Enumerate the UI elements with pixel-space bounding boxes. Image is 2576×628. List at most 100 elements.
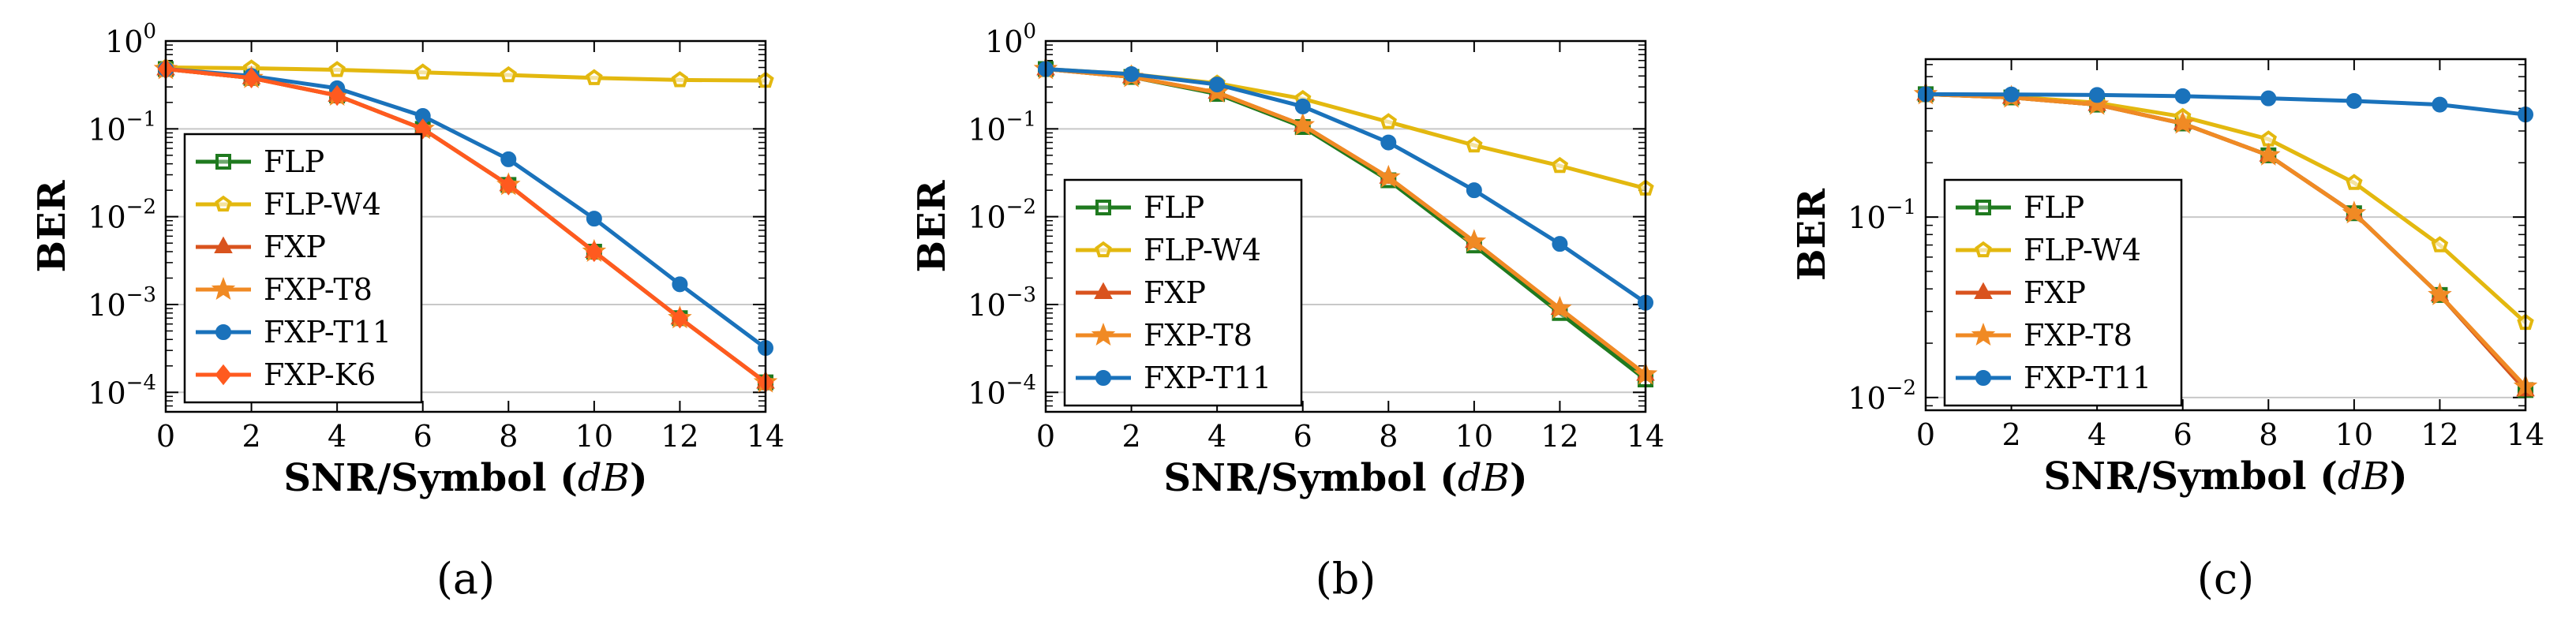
x-axis-title: SNR/Symbol (dB) <box>1163 456 1527 500</box>
x-tick-label: 6 <box>2174 417 2192 452</box>
legend-marker-fxp-t11 <box>1975 370 1991 386</box>
x-tick-label: 2 <box>242 419 260 454</box>
x-tick-label: 4 <box>1208 419 1226 454</box>
x-tick-label: 12 <box>1541 419 1578 454</box>
data-point-fxp-t11 <box>2003 86 2020 103</box>
x-tick-label: 8 <box>2259 417 2278 452</box>
panel-c: 10−1 10−20 2 4 6 8 10 12 14 FLP FLP-W4 FXP FXP-T8 FXP… <box>1790 58 2544 604</box>
data-point-flp-w4 <box>414 63 432 80</box>
legend-marker-fxp <box>1974 282 1993 299</box>
plot-frame <box>1924 58 2527 412</box>
x-axis-title: SNR/Symbol (dB) <box>2043 454 2407 499</box>
legend-entry-fxp: FXP <box>264 230 326 264</box>
legend-box <box>183 133 423 404</box>
y-tick-label: 10−2 <box>968 196 1036 235</box>
legend-entry-flp: FLP <box>264 144 324 179</box>
legend-marker-flp <box>215 154 231 170</box>
legend-marker-fxp <box>1094 282 1113 299</box>
x-tick-label: 6 <box>1294 419 1312 454</box>
data-point-flp-w4 <box>500 65 518 83</box>
data-point-flp-w4 <box>1551 156 1569 174</box>
legend-entry-fxp: FXP <box>1144 275 1206 310</box>
data-point-fxp-t8 <box>2428 282 2452 305</box>
data-point-fxp-t11 <box>2260 90 2277 107</box>
data-point-fxp-t11 <box>2089 87 2106 103</box>
data-point-fxp-t11 <box>1123 65 1140 82</box>
data-point-fxp-t11 <box>2346 92 2362 109</box>
legend: FLP FLP-W4 FXP FXP-T8 FXP-T11 FXP-K6 <box>183 133 423 404</box>
legend-marker-flp <box>1095 200 1111 215</box>
y-tick-label: 10−1 <box>968 107 1036 147</box>
x-tick-label: 0 <box>1036 419 1055 454</box>
panel-label: (a) <box>436 554 495 604</box>
data-point-fxp-t11 <box>1552 236 1568 252</box>
x-tick-label: 14 <box>747 419 784 454</box>
panel-label: (b) <box>1316 554 1376 604</box>
legend-entry-fxp-t8: FXP-T8 <box>1144 318 1252 353</box>
legend-entry-fxp-t8: FXP-T8 <box>2024 318 2132 353</box>
data-point-fxp-k6 <box>414 118 432 140</box>
series-line-flp-w4 <box>165 65 766 83</box>
legend-entry-fxp-t11: FXP-T11 <box>1144 361 1271 395</box>
y-tick-label: 100 <box>105 20 156 59</box>
data-point-fxp-k6 <box>328 84 346 107</box>
series-line-fxp-t11 <box>1045 66 1647 305</box>
data-point-flp-w4 <box>2346 174 2363 190</box>
panel-label: (c) <box>2197 554 2254 604</box>
data-point-fxp-t11 <box>672 276 688 293</box>
legend-marker-flp-w4 <box>215 195 232 212</box>
x-tick-label: 14 <box>2507 417 2544 452</box>
data-point-fxp-t8 <box>1290 112 1315 136</box>
x-tick-label: 2 <box>1121 419 1140 454</box>
plot-frame <box>164 39 767 413</box>
data-point-fxp-t8 <box>2084 92 2110 115</box>
legend: FLP FLP-W4 FXP FXP-T8 FXP-T11 <box>1943 178 2183 407</box>
data-point-flp-w4 <box>2431 236 2449 252</box>
data-point-fxp-t11 <box>2174 88 2191 104</box>
x-tick-label: 0 <box>156 419 175 454</box>
y-axis-title: BER <box>1790 188 1834 281</box>
data-point-fxp-t11 <box>1294 98 1311 114</box>
data-point-fxp-t8 <box>2342 200 2367 224</box>
legend-entry-flp: FLP <box>2024 190 2084 225</box>
data-point-fxp-t11 <box>1380 134 1397 151</box>
x-tick-label: 4 <box>2087 417 2106 452</box>
legend-marker-fxp-k6 <box>215 364 232 386</box>
x-tick-label: 10 <box>1455 419 1493 454</box>
legend-marker-fxp <box>214 236 233 253</box>
x-axis-title: SNR/Symbol (dB) <box>283 456 647 500</box>
legend-marker-fxp-t8 <box>1971 322 1996 346</box>
series-line-fxp-t8 <box>1045 67 1647 376</box>
data-point-fxp-t11 <box>1466 182 1482 199</box>
legend-marker-fxp-t8 <box>211 276 236 300</box>
y-tick-label: 10−3 <box>88 283 156 323</box>
x-tick-label: 14 <box>1627 419 1664 454</box>
x-tick-label: 2 <box>2001 417 2020 452</box>
data-point-fxp-k6 <box>671 308 688 329</box>
data-point-flp-w4 <box>328 61 346 77</box>
x-tick-label: 10 <box>575 419 613 454</box>
y-tick-label: 10−2 <box>1848 376 1916 416</box>
legend-entry-fxp-t8: FXP-T8 <box>264 272 373 307</box>
y-axis-title: BER <box>30 179 74 272</box>
data-point-fxp-t11 <box>586 211 602 227</box>
y-tick-label: 10−4 <box>88 371 156 410</box>
legend-marker-flp-w4 <box>1095 241 1112 258</box>
legend-entry-fxp-t11: FXP-T11 <box>2024 361 2151 395</box>
data-point-fxp-t8 <box>1376 164 1401 188</box>
data-point-fxp-t11 <box>500 151 517 167</box>
y-tick-label: 10−2 <box>88 196 156 235</box>
series-fxp-t11 <box>1918 86 2533 123</box>
y-tick-label: 10−3 <box>968 283 1036 323</box>
series-line-fxp-t8 <box>1925 92 2527 388</box>
legend-entry-flp-w4: FLP-W4 <box>2024 233 2141 267</box>
legend-marker-flp <box>1975 200 1991 215</box>
data-point-flp-w4 <box>1380 113 1398 129</box>
legend-entry-flp: FLP <box>1144 190 1204 225</box>
series-line-fxp-t11 <box>1925 92 2526 117</box>
x-tick-label: 12 <box>2421 417 2458 452</box>
series-line-fxp-k6 <box>165 67 767 384</box>
legend-marker-flp-w4 <box>1975 241 1992 258</box>
